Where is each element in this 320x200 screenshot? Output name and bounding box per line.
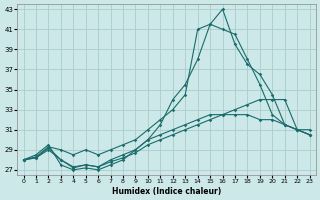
X-axis label: Humidex (Indice chaleur): Humidex (Indice chaleur): [112, 187, 221, 196]
